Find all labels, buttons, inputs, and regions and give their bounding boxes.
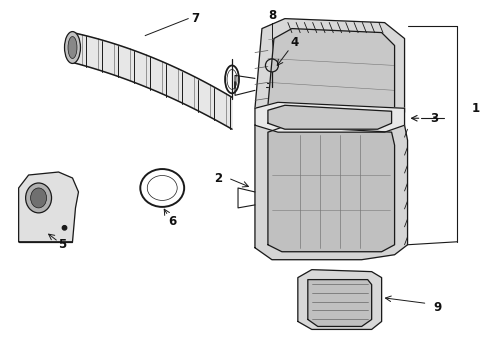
Polygon shape bbox=[298, 270, 382, 329]
Text: 6: 6 bbox=[168, 215, 176, 228]
Polygon shape bbox=[268, 28, 394, 118]
Text: 8: 8 bbox=[268, 9, 276, 22]
Ellipse shape bbox=[25, 183, 51, 213]
Polygon shape bbox=[255, 19, 405, 125]
Polygon shape bbox=[19, 172, 78, 242]
Polygon shape bbox=[268, 105, 392, 129]
Ellipse shape bbox=[65, 32, 80, 63]
Polygon shape bbox=[268, 126, 394, 252]
Polygon shape bbox=[308, 280, 371, 327]
Text: 4: 4 bbox=[291, 36, 299, 49]
Text: 7: 7 bbox=[191, 12, 199, 25]
Ellipse shape bbox=[68, 37, 77, 58]
Circle shape bbox=[62, 226, 67, 230]
Text: 5: 5 bbox=[58, 238, 67, 251]
Ellipse shape bbox=[30, 188, 47, 208]
Polygon shape bbox=[255, 102, 405, 132]
Polygon shape bbox=[255, 118, 408, 260]
Text: 9: 9 bbox=[433, 301, 441, 314]
Polygon shape bbox=[73, 32, 232, 129]
Text: 3: 3 bbox=[430, 112, 439, 125]
Text: 2: 2 bbox=[214, 171, 222, 185]
Text: 1: 1 bbox=[471, 102, 480, 115]
